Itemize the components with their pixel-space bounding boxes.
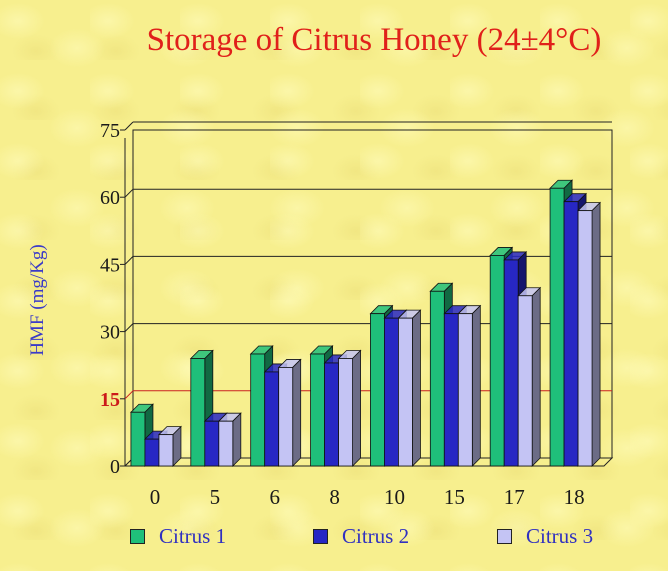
bar-side-series-3-cat-18 bbox=[591, 201, 601, 467]
chart-title: Storage of Citrus Honey (24±4°C) bbox=[146, 22, 602, 58]
bar-series-3-cat-6 bbox=[278, 367, 294, 467]
bar-side-series-3-cat-5 bbox=[232, 412, 242, 467]
x-tick-label-10: 10 bbox=[384, 485, 405, 509]
y-tick-label-60: 60 bbox=[100, 187, 120, 209]
legend-label-citrus-1: Citrus 1 bbox=[159, 524, 227, 548]
bar-series-2-cat-17 bbox=[503, 259, 519, 467]
bar-side-series-3-cat-15 bbox=[471, 304, 481, 467]
grid-diag-30 bbox=[124, 323, 134, 332]
y-tick-label-0: 0 bbox=[110, 456, 120, 478]
grid-diag-75 bbox=[124, 121, 134, 131]
bar-series-3-cat-17 bbox=[517, 295, 533, 467]
y-tick-label-15: 15 bbox=[100, 389, 120, 411]
bar-series-3-cat-15 bbox=[457, 313, 473, 467]
bar-series-1-cat-17 bbox=[489, 255, 505, 467]
bar-series-3-cat-0 bbox=[158, 434, 174, 467]
bar-side-series-3-cat-17 bbox=[531, 286, 541, 467]
legend-label-citrus-3: Citrus 3 bbox=[526, 524, 594, 548]
legend-item-citrus-3: Citrus 3 bbox=[497, 524, 593, 549]
x-tick-label-0: 0 bbox=[150, 485, 161, 509]
x-tick-label-5: 5 bbox=[210, 485, 221, 509]
grid-diag-45 bbox=[124, 256, 134, 265]
x-tick-label-18: 18 bbox=[564, 485, 585, 509]
bar-series-3-cat-18 bbox=[577, 210, 593, 467]
bar-side-series-3-cat-10 bbox=[412, 309, 421, 467]
grid-diag-15 bbox=[124, 390, 134, 400]
bar-series-3-cat-5 bbox=[218, 420, 234, 467]
legend-item-citrus-1: Citrus 1 bbox=[130, 524, 226, 549]
bar-side-series-3-cat-8 bbox=[352, 349, 361, 467]
legend-item-citrus-2: Citrus 2 bbox=[313, 524, 409, 549]
bar-series-3-cat-8 bbox=[338, 358, 353, 467]
legend-swatch-citrus-2 bbox=[313, 529, 328, 544]
bar-series-2-cat-15 bbox=[443, 313, 459, 467]
bar-series-1-cat-10 bbox=[370, 313, 385, 467]
y-tick-label-75: 75 bbox=[100, 120, 120, 142]
x-tick-label-15: 15 bbox=[444, 485, 465, 509]
bar-series-2-cat-8 bbox=[324, 362, 339, 467]
bar-series-2-cat-18 bbox=[563, 201, 579, 467]
bar-series-1-cat-0 bbox=[130, 411, 146, 467]
legend-swatch-citrus-3 bbox=[497, 529, 512, 544]
bar-series-1-cat-15 bbox=[429, 290, 445, 467]
bar-series-2-cat-6 bbox=[264, 371, 280, 467]
bar-series-1-cat-18 bbox=[549, 187, 565, 467]
bar-series-2-cat-0 bbox=[144, 438, 160, 467]
bar-series-2-cat-10 bbox=[384, 317, 399, 467]
bar-series-3-cat-10 bbox=[398, 317, 413, 467]
bar-series-1-cat-5 bbox=[190, 358, 206, 467]
x-tick-label-8: 8 bbox=[329, 485, 340, 509]
legend-label-citrus-2: Citrus 2 bbox=[342, 524, 410, 548]
grid-diag-60 bbox=[124, 188, 134, 198]
y-tick-label-30: 30 bbox=[100, 322, 120, 344]
bar-series-1-cat-8 bbox=[310, 353, 325, 467]
bar-series-1-cat-6 bbox=[250, 353, 266, 467]
legend-swatch-citrus-1 bbox=[130, 529, 145, 544]
x-tick-label-6: 6 bbox=[269, 485, 280, 509]
y-tick-label-45: 45 bbox=[100, 254, 120, 276]
bar-series-2-cat-5 bbox=[204, 420, 220, 467]
bar-side-series-3-cat-6 bbox=[292, 358, 302, 467]
x-tick-label-17: 17 bbox=[504, 485, 525, 509]
